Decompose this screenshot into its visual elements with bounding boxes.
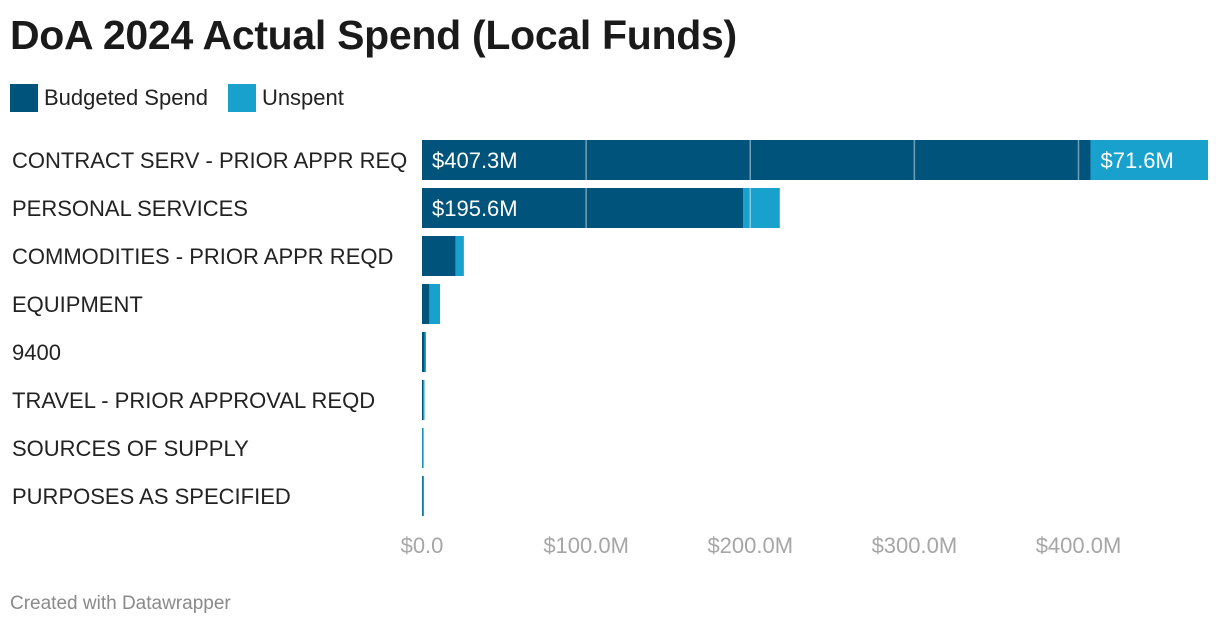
data-label-budgeted: $195.6M [432, 196, 518, 221]
footer-credit: Created with Datawrapper [10, 593, 231, 614]
bar-budgeted [422, 188, 744, 228]
x-tick-label: $300.0M [872, 533, 958, 558]
category-label: TRAVEL - PRIOR APPROVAL REQD [12, 388, 375, 413]
bar-budgeted [422, 284, 430, 324]
category-label: COMMODITIES - PRIOR APPR REQD [12, 244, 393, 269]
legend-swatch-unspent [227, 84, 256, 112]
legend-label-unspent: Unspent [261, 85, 344, 110]
chart-title: DoA 2024 Actual Spend (Local Funds) [10, 12, 737, 58]
bar-unspent [1090, 140, 1208, 180]
category-label: 9400 [12, 340, 61, 365]
category-label: EQUIPMENT [12, 292, 143, 317]
bar-unspent [422, 428, 424, 468]
legend-label-budgeted: Budgeted Spend [44, 85, 208, 110]
bar-unspent [422, 380, 425, 420]
category-label: PERSONAL SERVICES [12, 196, 248, 221]
category-label: SOURCES OF SUPPLY [12, 436, 249, 461]
bar-unspent [422, 476, 424, 516]
bar-unspent [743, 188, 780, 228]
bar-budgeted [422, 380, 424, 420]
legend-swatch-budgeted [10, 84, 38, 112]
category-label: PURPOSES AS SPECIFIED [12, 484, 291, 509]
bar-budgeted [422, 140, 1091, 180]
x-tick-label: $200.0M [707, 533, 793, 558]
category-label: CONTRACT SERV - PRIOR APPR REQ [12, 148, 407, 173]
bar-unspent [455, 236, 464, 276]
legend-item-budgeted: Budgeted Spend [10, 84, 208, 112]
x-tick-label: $400.0M [1036, 533, 1122, 558]
bar-budgeted [422, 332, 425, 372]
data-label-unspent: $71.6M [1100, 148, 1173, 173]
x-tick-label: $100.0M [543, 533, 629, 558]
legend-item-unspent: Unspent [227, 84, 344, 112]
data-label-budgeted: $407.3M [432, 148, 518, 173]
bar-unspent [424, 332, 426, 372]
bar-budgeted [422, 236, 456, 276]
x-tick-label: $0.0 [401, 533, 444, 558]
bar-chart: CONTRACT SERV - PRIOR APPR REQ $407.3M $71… [12, 140, 1208, 558]
bar-unspent [429, 284, 441, 324]
legend: Budgeted Spend Unspent [10, 84, 364, 112]
